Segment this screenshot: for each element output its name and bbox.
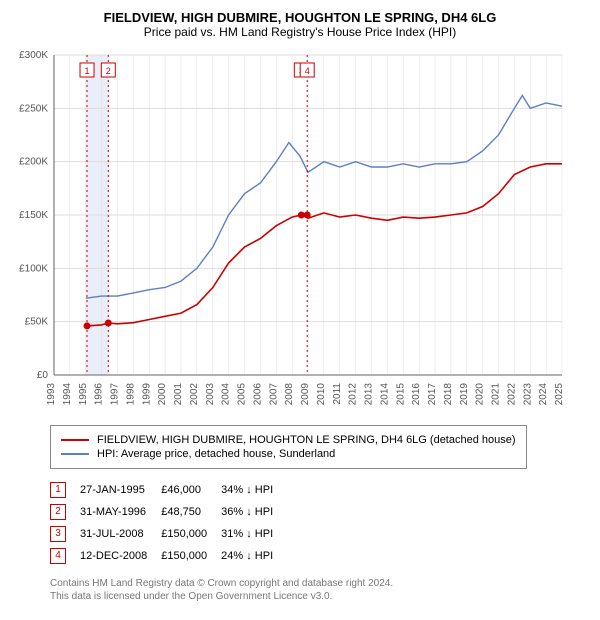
marker-date: 31-JUL-2008 [80, 523, 161, 545]
license-line2: This data is licensed under the Open Gov… [50, 590, 590, 603]
svg-text:2013: 2013 [364, 383, 375, 406]
legend: FIELDVIEW, HIGH DUBMIRE, HOUGHTON LE SPR… [50, 425, 527, 469]
svg-text:2025: 2025 [554, 383, 565, 406]
marker-delta: 24% ↓ HPI [221, 545, 287, 567]
svg-text:1998: 1998 [125, 383, 136, 406]
marker-delta: 36% ↓ HPI [221, 501, 287, 523]
svg-text:2022: 2022 [506, 383, 517, 406]
svg-text:2006: 2006 [252, 383, 263, 406]
svg-text:2003: 2003 [205, 383, 216, 406]
svg-text:£50K: £50K [25, 317, 49, 328]
legend-swatch [61, 453, 89, 455]
marker-date: 27-JAN-1995 [80, 479, 161, 501]
svg-text:2017: 2017 [427, 383, 438, 406]
marker-badge: 4 [50, 548, 66, 564]
svg-text:1996: 1996 [94, 383, 105, 406]
svg-text:1993: 1993 [46, 383, 57, 406]
svg-text:1995: 1995 [78, 383, 89, 406]
legend-label: HPI: Average price, detached house, Sund… [97, 448, 335, 460]
marker-date: 12-DEC-2008 [80, 545, 161, 567]
svg-text:2015: 2015 [395, 383, 406, 406]
svg-text:2019: 2019 [459, 383, 470, 406]
svg-text:2005: 2005 [237, 383, 248, 406]
marker-delta: 31% ↓ HPI [221, 523, 287, 545]
svg-text:£250K: £250K [19, 103, 48, 114]
svg-text:2008: 2008 [284, 383, 295, 406]
svg-text:£200K: £200K [19, 157, 48, 168]
svg-text:1999: 1999 [141, 383, 152, 406]
svg-text:£0: £0 [37, 370, 49, 381]
svg-text:2010: 2010 [316, 383, 327, 406]
svg-text:2: 2 [106, 66, 111, 76]
svg-text:4: 4 [305, 66, 310, 76]
marker-date: 31-MAY-1996 [80, 501, 161, 523]
svg-text:2012: 2012 [348, 383, 359, 406]
legend-item: HPI: Average price, detached house, Sund… [61, 448, 516, 460]
svg-text:2000: 2000 [157, 383, 168, 406]
svg-text:£150K: £150K [19, 210, 48, 221]
svg-text:2020: 2020 [475, 383, 486, 406]
chart-svg: £0 £50K £100K £150K £200K £250K £300K 1993 1994 1… [10, 47, 570, 417]
marker-price: £46,000 [161, 479, 221, 501]
svg-text:2009: 2009 [300, 383, 311, 406]
marker-badge: 3 [50, 526, 66, 542]
svg-text:2002: 2002 [189, 383, 200, 406]
svg-text:£300K: £300K [19, 50, 48, 61]
license-line1: Contains HM Land Registry data © Crown c… [50, 577, 590, 590]
svg-text:1: 1 [85, 66, 90, 76]
svg-text:2007: 2007 [268, 383, 279, 406]
svg-text:£100K: £100K [19, 263, 48, 274]
legend-label: FIELDVIEW, HIGH DUBMIRE, HOUGHTON LE SPR… [97, 434, 516, 446]
marker-price: £150,000 [161, 523, 221, 545]
chart-subtitle: Price paid vs. HM Land Registry's House … [10, 25, 590, 39]
price-chart: £0 £50K £100K £150K £200K £250K £300K 1993 1994 1… [10, 47, 590, 417]
marker-badge: 1 [50, 482, 66, 498]
marker-row: 4 12-DEC-2008£150,00024% ↓ HPI [50, 545, 287, 567]
marker-row: 1 27-JAN-1995£46,00034% ↓ HPI [50, 479, 287, 501]
marker-row: 3 31-JUL-2008£150,00031% ↓ HPI [50, 523, 287, 545]
marker-row: 2 31-MAY-1996£48,75036% ↓ HPI [50, 501, 287, 523]
svg-text:2023: 2023 [522, 383, 533, 406]
svg-text:2001: 2001 [173, 383, 184, 406]
svg-text:2014: 2014 [379, 383, 390, 406]
legend-item: FIELDVIEW, HIGH DUBMIRE, HOUGHTON LE SPR… [61, 434, 516, 446]
svg-text:1994: 1994 [62, 383, 73, 406]
legend-swatch [61, 439, 89, 441]
marker-table: 1 27-JAN-1995£46,00034% ↓ HPI 2 31-MAY-1996… [50, 479, 287, 567]
svg-text:1997: 1997 [110, 383, 121, 406]
license-text: Contains HM Land Registry data © Crown c… [50, 577, 590, 603]
svg-text:2016: 2016 [411, 383, 422, 406]
svg-text:2024: 2024 [538, 383, 549, 406]
svg-text:2021: 2021 [491, 383, 502, 406]
chart-title: FIELDVIEW, HIGH DUBMIRE, HOUGHTON LE SPR… [10, 10, 590, 25]
svg-text:2011: 2011 [332, 383, 343, 405]
marker-badge: 2 [50, 504, 66, 520]
marker-price: £150,000 [161, 545, 221, 567]
svg-text:2004: 2004 [221, 383, 232, 406]
marker-delta: 34% ↓ HPI [221, 479, 287, 501]
marker-price: £48,750 [161, 501, 221, 523]
svg-text:2018: 2018 [443, 383, 454, 406]
